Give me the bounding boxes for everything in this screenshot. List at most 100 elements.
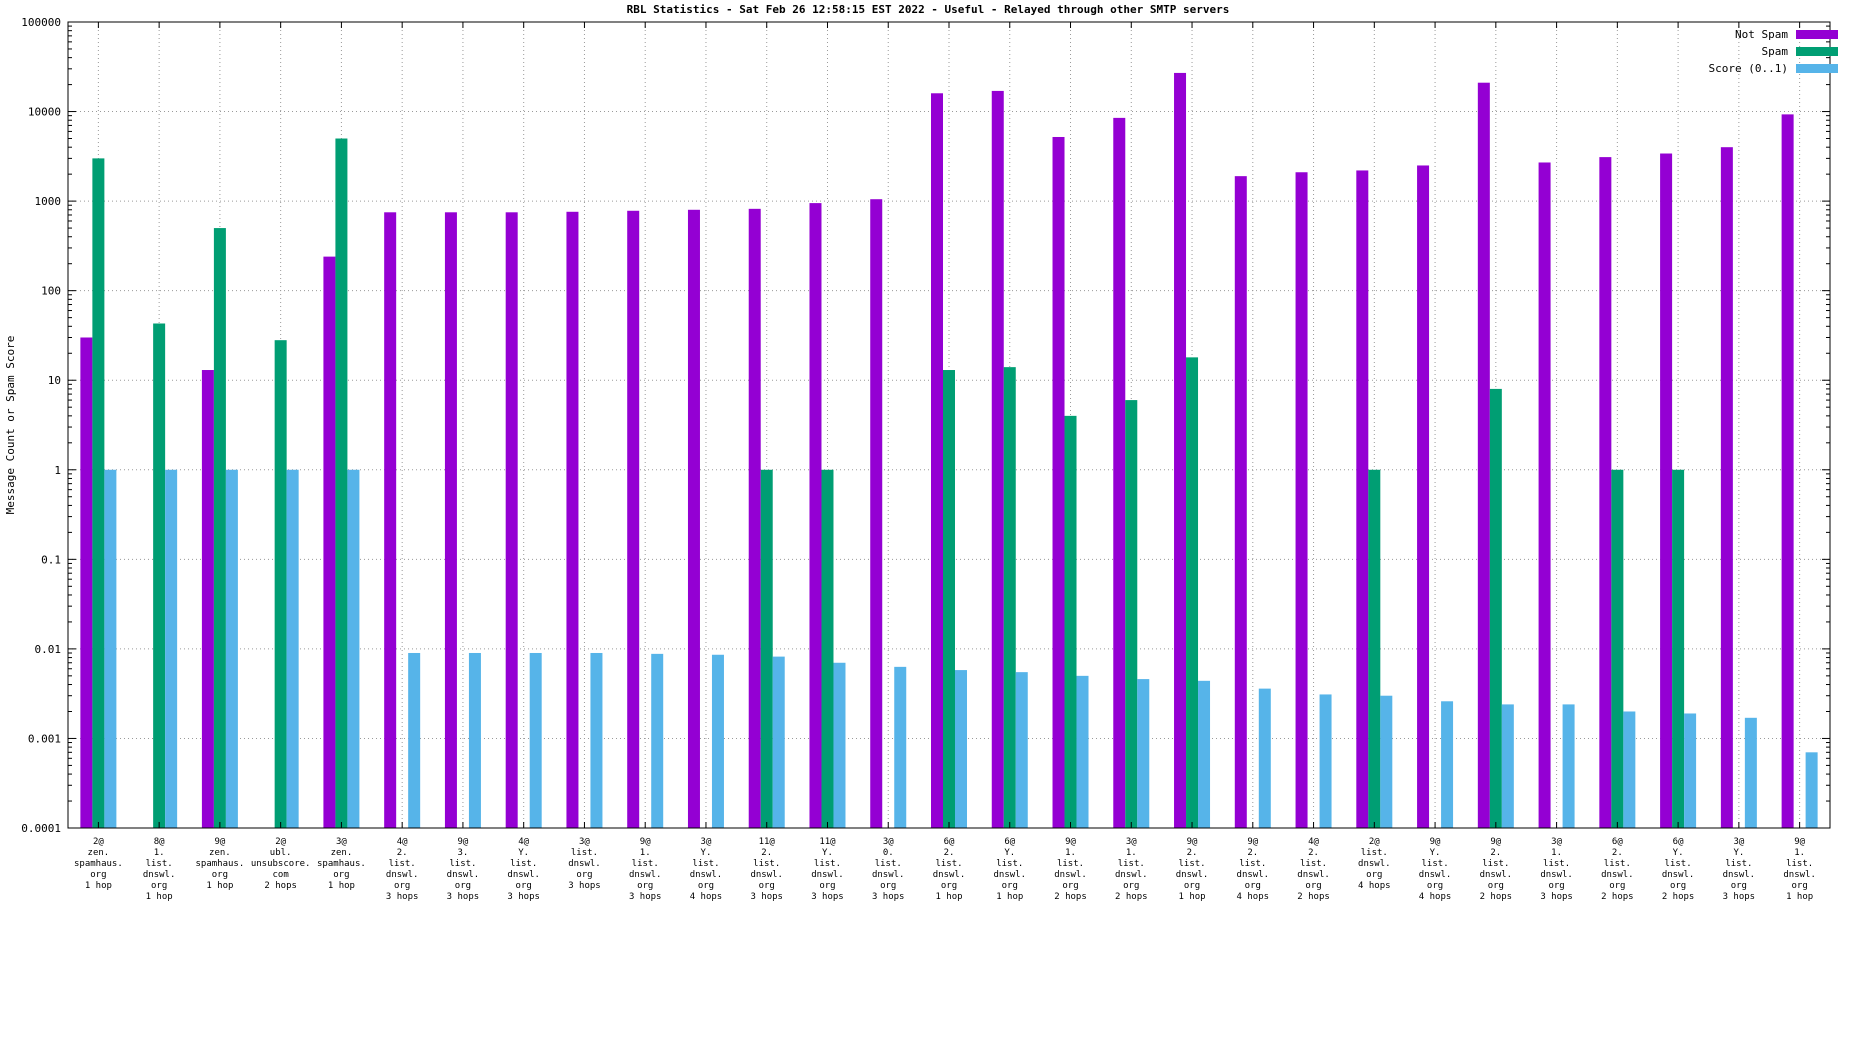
x-tick-label-line: Y. bbox=[1733, 848, 1744, 858]
x-tick-label-line: list. bbox=[632, 859, 659, 869]
x-tick-label-line: 9@ bbox=[640, 837, 651, 847]
y-tick-label: 10 bbox=[48, 374, 61, 387]
x-tick-label-line: org bbox=[637, 881, 653, 891]
bar-score bbox=[225, 469, 238, 828]
x-tick-label-line: Y. bbox=[1673, 848, 1684, 858]
x-tick-label-line: 2 hops bbox=[1662, 892, 1695, 902]
x-tick-label-line: Y. bbox=[1430, 848, 1441, 858]
bar-score bbox=[165, 469, 178, 828]
bar-score bbox=[1198, 680, 1211, 828]
x-tick-label-line: dnswl. bbox=[1237, 870, 1270, 880]
bar-score bbox=[1805, 752, 1818, 828]
x-tick-label-line: list. bbox=[1118, 859, 1145, 869]
y-tick-label: 100 bbox=[41, 285, 61, 298]
x-tick-label-line: org bbox=[1488, 881, 1504, 891]
bar-notspam bbox=[1538, 162, 1551, 828]
x-tick-label-line: 1. bbox=[1126, 848, 1137, 858]
x-tick-label-line: 1 hop bbox=[146, 892, 173, 902]
bar-score bbox=[1684, 713, 1697, 828]
x-tick-label-line: 2. bbox=[1612, 848, 1623, 858]
bar-spam bbox=[213, 228, 226, 829]
x-tick-label-line: 9@ bbox=[1187, 837, 1198, 847]
x-tick-label-line: 1 hop bbox=[935, 892, 962, 902]
x-tick-label-line: list. bbox=[1239, 859, 1266, 869]
x-tick-label-line: dnswl. bbox=[811, 870, 844, 880]
bar-notspam bbox=[1295, 172, 1308, 828]
x-tick-label-line: 1. bbox=[1794, 848, 1805, 858]
x-tick-label-line: list. bbox=[692, 859, 719, 869]
x-tick-label-line: org bbox=[941, 881, 957, 891]
legend-label: Not Spam bbox=[1735, 28, 1788, 41]
x-tick-label-line: 1 hop bbox=[996, 892, 1023, 902]
x-tick-label-line: org bbox=[151, 881, 167, 891]
bar-score bbox=[1562, 704, 1575, 828]
legend-label: Spam bbox=[1762, 45, 1789, 58]
x-tick-label-line: 1. bbox=[1551, 848, 1562, 858]
bar-spam bbox=[1064, 415, 1077, 828]
x-tick-label-line: dnswl. bbox=[1601, 870, 1634, 880]
x-tick-label-line: 2@ bbox=[93, 837, 104, 847]
bar-score bbox=[1744, 717, 1757, 828]
bar-score bbox=[711, 654, 724, 828]
x-tick-label-line: list. bbox=[996, 859, 1023, 869]
x-tick-label-line: dnswl. bbox=[1297, 870, 1330, 880]
x-tick-label-line: 2 hops bbox=[1297, 892, 1330, 902]
y-tick-label: 100000 bbox=[21, 16, 61, 29]
bar-notspam bbox=[201, 370, 214, 828]
x-tick-label-line: 3@ bbox=[579, 837, 590, 847]
x-tick-label-line: list. bbox=[389, 859, 416, 869]
x-tick-label-line: 3@ bbox=[1126, 837, 1137, 847]
bar-notspam bbox=[931, 93, 943, 829]
bar-notspam bbox=[1174, 72, 1187, 828]
x-tick-label-line: 3@ bbox=[701, 837, 712, 847]
bar-notspam bbox=[566, 211, 579, 828]
x-tick-label-line: dnswl. bbox=[994, 870, 1027, 880]
x-tick-label-line: Y. bbox=[518, 848, 529, 858]
x-tick-label-line: 11@ bbox=[759, 837, 776, 847]
bar-spam bbox=[92, 158, 105, 828]
x-tick-label-line: 2. bbox=[397, 848, 408, 858]
x-tick-label-line: 3 hops bbox=[629, 892, 662, 902]
x-tick-label-line: ubl. bbox=[270, 848, 292, 858]
bar-notspam bbox=[323, 256, 336, 828]
x-tick-label-line: list. bbox=[146, 859, 173, 869]
x-tick-label-line: Y. bbox=[701, 848, 712, 858]
x-tick-label-line: Y. bbox=[822, 848, 833, 858]
legend-label: Score (0..1) bbox=[1709, 62, 1788, 75]
x-tick-label-line: org bbox=[1427, 881, 1443, 891]
x-tick-label-line: dnswl. bbox=[690, 870, 723, 880]
bar-score bbox=[651, 653, 664, 828]
x-tick-label-line: 3 hops bbox=[872, 892, 905, 902]
x-tick-label-line: 4@ bbox=[1308, 837, 1319, 847]
x-tick-label-line: dnswl. bbox=[1662, 870, 1695, 880]
x-tick-label-line: 2. bbox=[944, 848, 955, 858]
x-tick-label-line: zen. bbox=[331, 848, 353, 858]
x-tick-label-line: 3. bbox=[458, 848, 469, 858]
x-tick-label-line: spamhaus. bbox=[74, 859, 123, 869]
x-tick-label-line: list. bbox=[1786, 859, 1813, 869]
bar-spam bbox=[335, 138, 348, 828]
x-tick-label-line: org bbox=[698, 881, 714, 891]
x-tick-label-line: 2. bbox=[1490, 848, 1501, 858]
x-tick-label-line: dnswl. bbox=[1054, 870, 1087, 880]
bar-score bbox=[772, 656, 785, 828]
bar-score bbox=[1501, 704, 1514, 828]
bar-spam bbox=[821, 469, 834, 828]
x-tick-label-line: 6@ bbox=[1673, 837, 1684, 847]
x-tick-label-line: dnswl. bbox=[568, 859, 601, 869]
x-tick-label-line: 3 hops bbox=[811, 892, 844, 902]
x-tick-label-line: 1 hop bbox=[85, 881, 112, 891]
x-tick-label-line: org bbox=[1062, 881, 1078, 891]
x-tick-label-line: dnswl. bbox=[629, 870, 662, 880]
x-tick-label-line: 6@ bbox=[1612, 837, 1623, 847]
x-tick-label-line: 9@ bbox=[1490, 837, 1501, 847]
bar-spam bbox=[274, 340, 287, 828]
x-tick-label-line: dnswl. bbox=[750, 870, 783, 880]
x-tick-label-line: org bbox=[516, 881, 532, 891]
x-tick-label-line: dnswl. bbox=[1115, 870, 1148, 880]
x-tick-label-line: 9@ bbox=[1247, 837, 1258, 847]
x-tick-label-line: 1. bbox=[154, 848, 165, 858]
bar-notspam bbox=[1660, 153, 1673, 828]
x-tick-label-line: org bbox=[1184, 881, 1200, 891]
